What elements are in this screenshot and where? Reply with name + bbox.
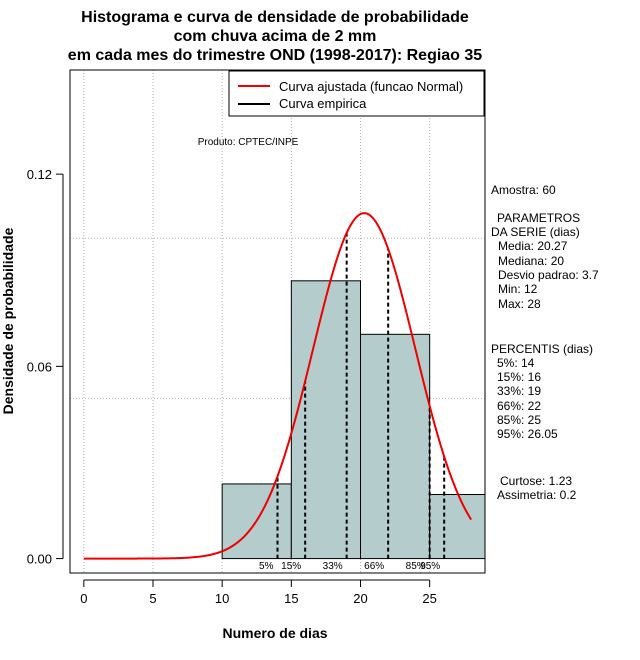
chart-title-line-2: com chuva acima de 2 mm	[174, 28, 377, 45]
legend-label-empirical: Curva empirica	[279, 96, 367, 111]
axes: 0 5 10 15 20 25 0.00 0.06 0.12	[27, 167, 437, 606]
percentile-lines: 5% 15% 33% 66% 85%95%	[259, 232, 446, 572]
stat-p5: 5%: 14	[497, 356, 535, 370]
chart-title-line-3: em cada mes do trimestre OND (1998-2017)…	[68, 47, 483, 64]
histogram-bar-1	[290, 280, 362, 560]
stat-max: Max: 28	[498, 297, 541, 311]
stat-assimetria: Assimetria: 0.2	[497, 488, 577, 502]
x-tick-label-10: 10	[215, 591, 229, 606]
histogram-bar-2	[360, 333, 431, 560]
histogram-bar-3	[429, 494, 485, 560]
x-tick-label-20: 20	[353, 591, 367, 606]
normal-curve-layer	[83, 212, 473, 560]
stat-params-header-1: PARAMETROS	[497, 211, 580, 225]
percentile-label-3: 66%	[364, 561, 384, 572]
percentile-label-2: 33%	[323, 561, 343, 572]
x-tick-label-5: 5	[149, 591, 156, 606]
stat-percentis-header: PERCENTIS (dias)	[491, 342, 593, 356]
x-axis-title: Numero de dias	[222, 625, 327, 641]
stat-curtose: Curtose: 1.23	[500, 474, 572, 488]
stat-desvio: Desvio padrao: 3.7	[498, 268, 599, 282]
y-tick-label-1: 0.06	[27, 359, 52, 374]
stat-p15: 15%: 16	[497, 370, 541, 384]
y-axis-title: Densidade de probabilidade	[0, 227, 16, 414]
percentile-label-0: 5%	[259, 561, 274, 572]
percentile-label-1: 15%	[281, 561, 301, 572]
percentile-label-4: 85%	[406, 561, 426, 572]
stat-p33: 33%: 19	[497, 384, 541, 398]
stat-p95: 95%: 26.05	[497, 427, 558, 441]
stat-params-header-2: DA SERIE (dias)	[491, 225, 580, 239]
stat-mediana: Mediana: 20	[498, 254, 564, 268]
normal-fit-curve	[83, 212, 473, 560]
legend: Curva ajustada (funcao Normal) Curva emp…	[228, 70, 485, 117]
legend-box	[228, 70, 485, 117]
stat-p85: 85%: 25	[497, 413, 541, 427]
percentile-label-5: 95%	[420, 561, 440, 572]
chart-title-line-1: Histograma e curva de densidade de proba…	[81, 9, 469, 26]
x-tick-label-0: 0	[80, 591, 87, 606]
plot-frame	[69, 69, 486, 574]
stats-panel: Amostra: 60 PARAMETROS DA SERIE (dias) M…	[491, 183, 599, 502]
histogram-bars	[221, 280, 485, 560]
stat-amostra: Amostra: 60	[491, 183, 556, 197]
y-tick-label-0: 0.00	[27, 552, 52, 567]
x-tick-label-15: 15	[284, 591, 298, 606]
stat-min: Min: 12	[498, 282, 538, 296]
y-tick-label-2: 0.12	[27, 167, 52, 182]
legend-label-normal: Curva ajustada (funcao Normal)	[279, 79, 463, 94]
x-tick-label-25: 25	[422, 591, 436, 606]
stat-p66: 66%: 22	[497, 399, 541, 413]
stat-media: Media: 20.27	[498, 239, 568, 253]
product-note: Produto: CPTEC/INPE	[198, 137, 299, 148]
